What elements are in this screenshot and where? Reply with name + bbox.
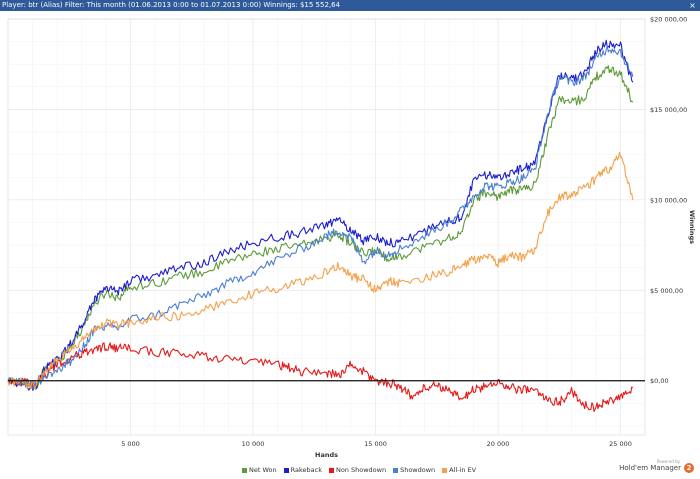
series-line-non-showdown — [7, 342, 634, 412]
brand-badge: Powered by Hold'em Manager 2 — [619, 459, 694, 473]
legend-item[interactable]: Non Showdown — [328, 466, 387, 475]
legend-swatch — [393, 468, 399, 473]
legend-label: Rakeback — [290, 466, 322, 474]
legend-swatch — [442, 468, 448, 473]
y-tick-label: $15 000,00 — [650, 106, 687, 114]
y-axis-label: Winnings — [688, 210, 696, 244]
legend-swatch — [242, 468, 247, 473]
powered-by-label: Powered by — [656, 459, 680, 464]
winnings-chart: 5 000 10 000 15 000 20 000 25 000 $0,00 $5 000… — [7, 16, 696, 459]
y-tick-label: $0,00 — [650, 377, 669, 385]
series-line-net-won — [7, 65, 634, 391]
legend-label: Showdown — [400, 466, 436, 474]
legend-item[interactable]: All-in EV — [442, 466, 476, 475]
window-titlebar: Player: btr (Alias) Filter: This month (… — [0, 0, 700, 11]
legend-label: Net Won — [249, 466, 277, 474]
x-axis-label: Hands — [315, 451, 338, 459]
legend-swatch — [328, 468, 334, 473]
y-tick-label: $10 000,00 — [650, 196, 687, 204]
legend-item[interactable]: Rakeback — [283, 466, 322, 475]
x-tick-label: 15 000 — [364, 440, 387, 448]
close-icon[interactable]: × — [689, 1, 696, 10]
hm-logo-icon: 2 — [684, 463, 694, 473]
brand-name: Hold'em Manager — [619, 464, 681, 472]
series-line-rakeback — [7, 39, 634, 392]
legend-label: All-in EV — [449, 466, 477, 474]
x-tick-label: 10 000 — [242, 440, 265, 448]
legend-item[interactable]: Net Won — [242, 466, 277, 475]
window-title: Player: btr (Alias) Filter: This month (… — [2, 1, 341, 9]
series-line-all-in-ev — [7, 151, 634, 390]
x-tick-label: 5 000 — [121, 440, 140, 448]
y-tick-label: $20 000,00 — [650, 16, 687, 24]
y-tick-label: $5 000,00 — [650, 287, 683, 295]
legend-label: Non Showdown — [335, 466, 387, 474]
chart-legend: Net Won Rakeback Non Showdown Showdown All-i… — [242, 466, 476, 475]
legend-swatch — [283, 468, 289, 473]
x-tick-label: 20 000 — [487, 440, 510, 448]
x-tick-label: 25 000 — [609, 440, 632, 448]
legend-item[interactable]: Showdown — [393, 466, 435, 475]
